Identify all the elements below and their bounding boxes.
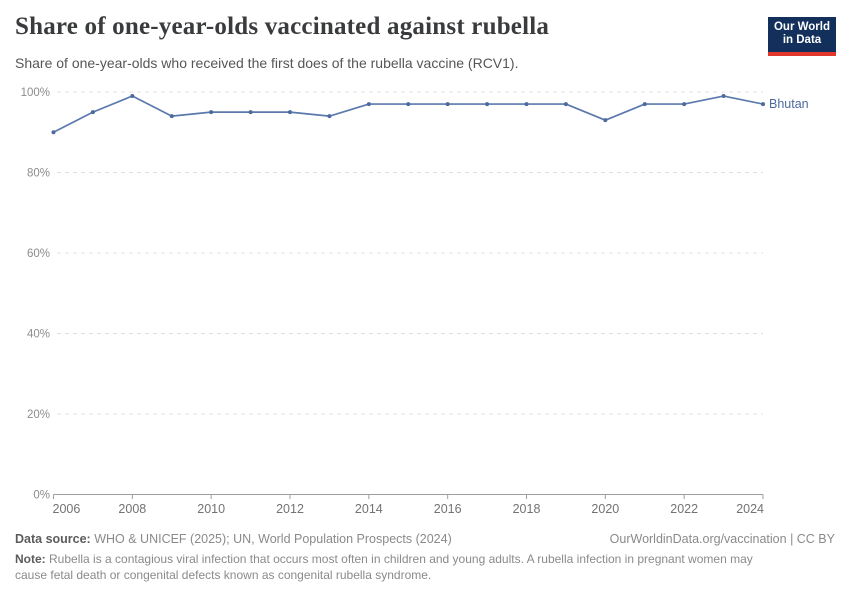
y-axis-label-40%: 40% — [27, 329, 50, 341]
data-point-2017[interactable] — [485, 102, 490, 107]
series-line-bhutan[interactable] — [53, 95, 764, 134]
data-point-2016[interactable] — [445, 102, 450, 107]
y-axis-label-60%: 60% — [27, 248, 50, 260]
data-point-2020[interactable] — [603, 118, 608, 123]
data-point-2022[interactable] — [682, 102, 687, 107]
data-point-2011[interactable] — [248, 110, 253, 115]
y-axis-label-0%: 0% — [33, 490, 50, 502]
y-axis-label-20%: 20% — [27, 409, 50, 421]
data-point-2014[interactable] — [366, 102, 371, 107]
data-point-2024[interactable] — [761, 102, 765, 107]
x-axis-label-2008: 2008 — [118, 502, 146, 516]
data-point-2018[interactable] — [524, 102, 529, 107]
data-point-2008[interactable] — [130, 94, 135, 99]
x-axis-label-2010: 2010 — [197, 502, 225, 516]
data-point-2009[interactable] — [169, 114, 174, 119]
x-axis-label-2024: 2024 — [736, 502, 764, 516]
x-axis-label-2016: 2016 — [434, 502, 462, 516]
x-axis-label-2006: 2006 — [53, 502, 81, 516]
data-point-2007[interactable] — [90, 110, 95, 115]
owid-license-link[interactable]: OurWorldinData.org/vaccination | CC BY — [609, 532, 835, 546]
chart-note: Note: Rubella is a contagious viral infe… — [15, 552, 835, 583]
x-axis-label-2014: 2014 — [355, 502, 383, 516]
y-axis-label-100%: 100% — [21, 87, 50, 99]
data-source-label: Data source: — [15, 532, 91, 546]
data-point-2012[interactable] — [288, 110, 292, 115]
owid-logo[interactable]: Our World in Data — [768, 17, 836, 56]
chart-footer: Data source: WHO & UNICEF (2025); UN, Wo… — [15, 532, 835, 583]
data-source-text: WHO & UNICEF (2025); UN, World Populatio… — [90, 532, 452, 546]
owid-logo-line1: Our World — [773, 21, 830, 33]
x-axis-label-2020: 2020 — [591, 502, 619, 516]
note-text-line1: Rubella is a contagious viral infection … — [45, 552, 753, 566]
data-point-2010[interactable] — [209, 110, 214, 115]
data-point-2023[interactable] — [721, 94, 726, 99]
owid-logo-line2: in Data — [782, 34, 822, 46]
y-axis-label-80%: 80% — [27, 168, 50, 180]
data-point-2015[interactable] — [406, 102, 411, 107]
data-point-2021[interactable] — [642, 102, 647, 107]
note-text-line2: cause fetal death or congenital defects … — [15, 567, 432, 582]
x-axis-label-2018: 2018 — [513, 502, 541, 516]
note-label: Note: — [15, 552, 46, 566]
data-point-2019[interactable] — [563, 102, 568, 107]
x-axis-label-2022: 2022 — [670, 502, 698, 516]
series-label-bhutan[interactable]: Bhutan — [769, 97, 809, 111]
chart-subtitle: Share of one-year-olds who received the … — [15, 55, 519, 71]
data-source-line: Data source: WHO & UNICEF (2025); UN, Wo… — [15, 532, 452, 546]
chart-title: Share of one-year-olds vaccinated agains… — [15, 13, 550, 40]
data-point-2013[interactable] — [327, 114, 332, 119]
x-axis-label-2012: 2012 — [276, 502, 304, 516]
data-point-2006[interactable] — [51, 130, 56, 135]
